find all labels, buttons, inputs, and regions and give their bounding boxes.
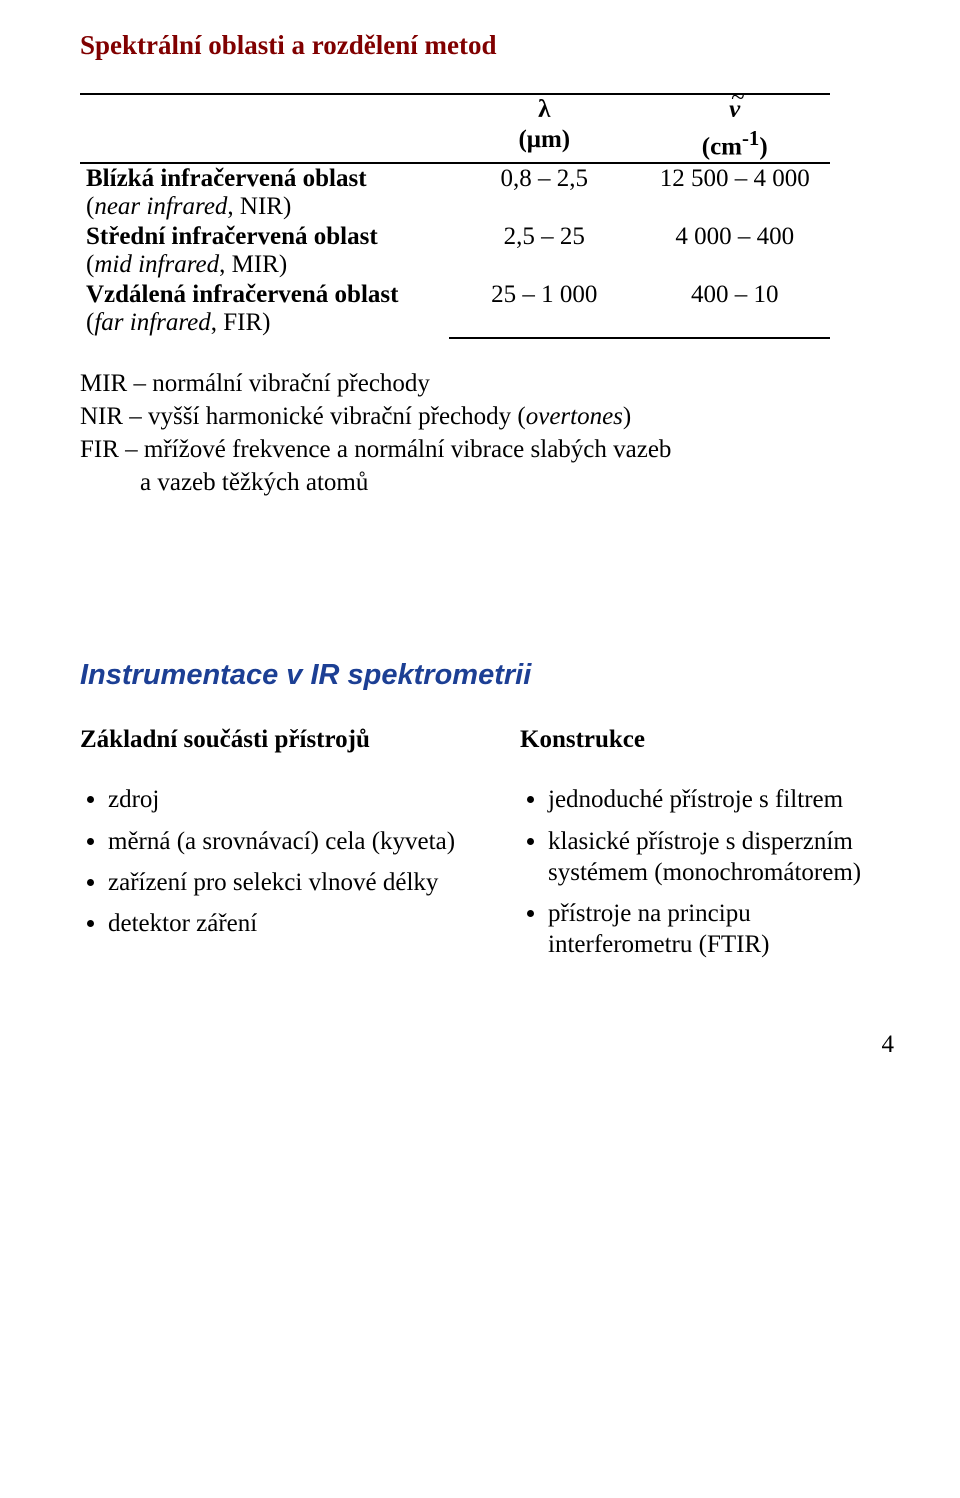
note-mir: MIR – normální vibrační přechody: [80, 367, 900, 400]
notes-block: MIR – normální vibrační přechody NIR – v…: [80, 367, 900, 499]
row2-name: Střední infračervená oblast: [86, 223, 443, 251]
right-subhead: Konstrukce: [520, 726, 900, 754]
two-column-block: Základní součásti přístrojů zdroj měrná …: [80, 726, 900, 970]
row2-nu: 4 000 – 400: [639, 222, 830, 276]
list-item: zdroj: [108, 784, 460, 815]
page-number: 4: [80, 1031, 900, 1059]
row1-lambda: 0,8 – 2,5: [449, 163, 639, 218]
note-fir-l1: FIR – mřížové frekvence a normální vibra…: [80, 433, 900, 466]
right-list: jednoduché přístroje s filtrem klasické …: [520, 784, 900, 960]
nu-letter: ν: [729, 96, 740, 124]
page-title: Spektrální oblasti a rozdělení metod: [80, 30, 900, 61]
list-item: přístroje na principu interferometru (FT…: [548, 898, 900, 961]
col-nu-unit: (cm-1): [639, 125, 830, 163]
col-lambda-unit: (μm): [449, 125, 639, 163]
row1-paren: (near infrared, NIR): [86, 193, 443, 221]
row2-paren: (mid infrared, MIR): [86, 251, 443, 279]
section2-title: Instrumentace v IR spektrometrii: [80, 659, 900, 692]
row3-nu: 400 – 10: [639, 280, 830, 333]
col-nu-sym: ~ ν: [639, 94, 830, 125]
list-item: jednoduché přístroje s filtrem: [548, 784, 900, 815]
note-fir-l2: a vazeb těžkých atomů: [140, 466, 900, 499]
left-subhead: Základní součásti přístrojů: [80, 726, 460, 754]
note-nir: NIR – vyšší harmonické vibrační přechody…: [80, 400, 900, 433]
list-item: detektor záření: [108, 908, 460, 939]
row3-name: Vzdálená infračervená oblast: [86, 281, 443, 309]
row3-lambda: 25 – 1 000: [449, 280, 639, 333]
left-list: zdroj měrná (a srovnávací) cela (kyveta)…: [80, 784, 460, 939]
list-item: zařízení pro selekci vlnové délky: [108, 867, 460, 898]
spectral-table: λ ~ ν (μm) (cm-1) Blízká infračervená ob…: [80, 93, 830, 339]
list-item: měrná (a srovnávací) cela (kyveta): [108, 826, 460, 857]
row1-nu: 12 500 – 4 000: [639, 163, 830, 218]
list-item: klasické přístroje s disperzním systémem…: [548, 826, 900, 889]
row3-paren: (far infrared, FIR): [86, 309, 443, 337]
col-lambda-sym: λ: [449, 94, 639, 125]
row2-lambda: 2,5 – 25: [449, 222, 639, 276]
row1-name: Blízká infračervená oblast: [86, 165, 443, 193]
